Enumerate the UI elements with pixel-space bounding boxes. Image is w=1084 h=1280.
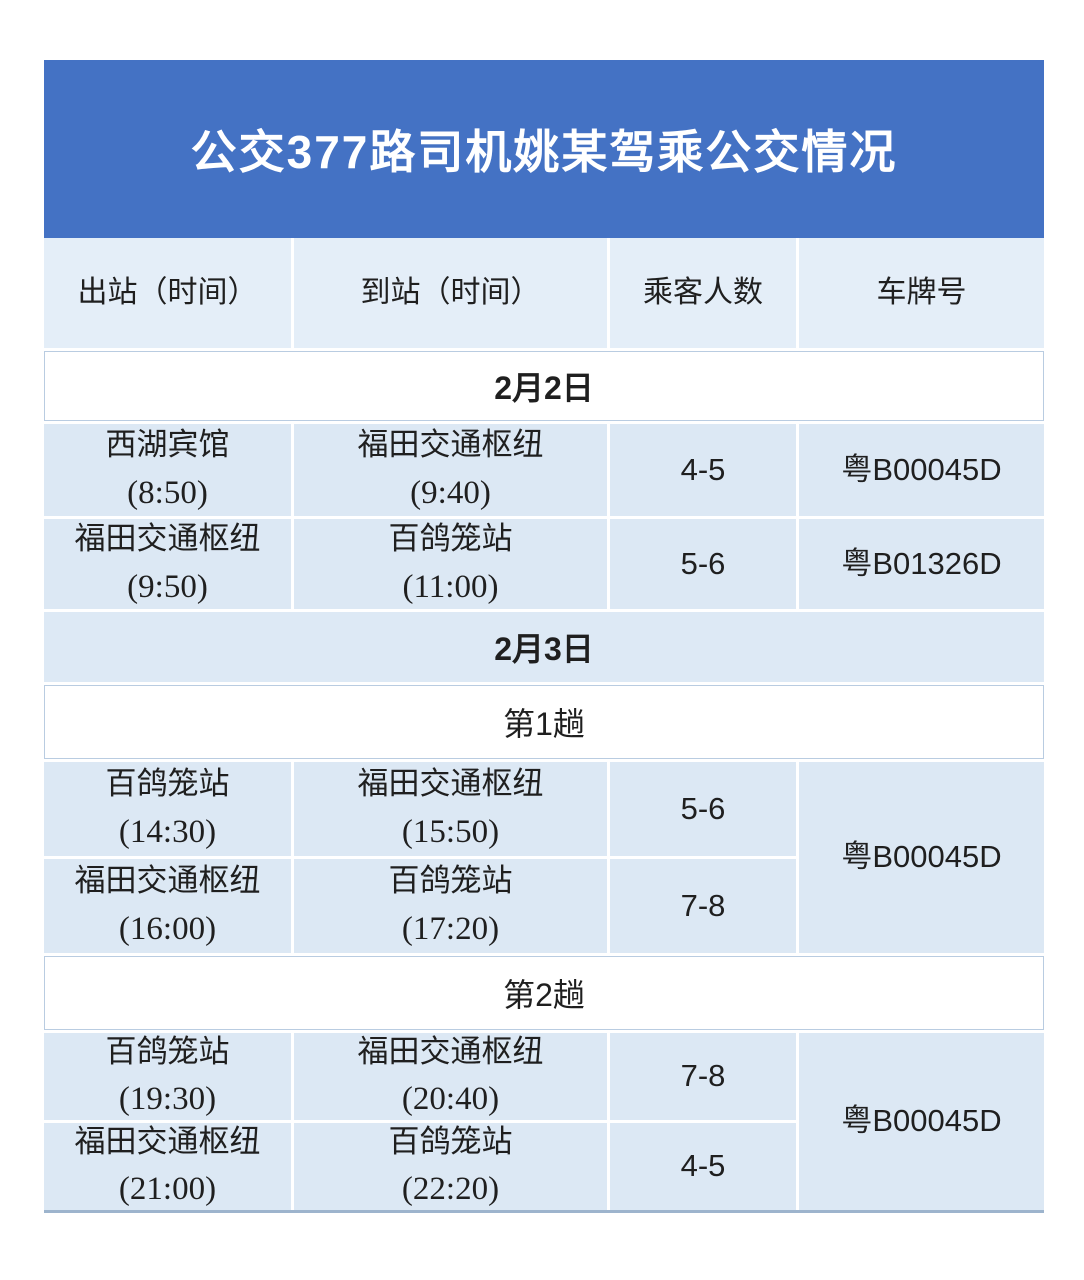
arrive-time: (9:40) [410, 474, 491, 511]
depart-time: (19:30) [118, 1081, 217, 1118]
plate-number: 粤B00045D [799, 424, 1044, 516]
station-name: 百鸽笼站 [105, 766, 230, 801]
depart-time: (16:00) [118, 910, 217, 947]
station-name: 百鸽笼站 [388, 1123, 513, 1159]
plate-number-merged: 粤B00045D [799, 1033, 1044, 1210]
date-row-feb3: 2月3日 [44, 612, 1044, 682]
arrive-time: (17:20) [401, 910, 500, 947]
depart-cell: 福田交通枢纽 (16:00) [44, 859, 291, 953]
column-header-arrive: 到站（时间） [294, 238, 607, 348]
arrive-cell: 百鸽笼站 (22:20) [294, 1123, 607, 1210]
column-header-plate: 车牌号 [799, 238, 1044, 348]
arrive-cell: 百鸽笼站 (11:00) [294, 519, 607, 609]
table-grid: 出站（时间） 到站（时间） 乘客人数 车牌号 2月2日 西湖宾馆 (8:50) … [44, 238, 1044, 1213]
passenger-count: 7-8 [610, 859, 796, 953]
station-name: 百鸽笼站 [105, 1033, 230, 1069]
station-name: 福田交通枢纽 [74, 521, 261, 556]
passenger-count: 7-8 [610, 1033, 796, 1120]
arrive-time: (20:40) [401, 1081, 500, 1118]
depart-time: (14:30) [118, 813, 217, 850]
trip2-row: 第2趟 [44, 956, 1044, 1030]
depart-cell: 西湖宾馆 (8:50) [44, 424, 291, 516]
depart-time: (21:00) [118, 1171, 217, 1208]
arrive-cell: 福田交通枢纽 (20:40) [294, 1033, 607, 1120]
column-header-depart: 出站（时间） [44, 238, 291, 348]
arrive-cell: 福田交通枢纽 (9:40) [294, 424, 607, 516]
depart-time: (8:50) [127, 474, 208, 511]
plate-number: 粤B01326D [799, 519, 1044, 609]
passenger-count: 4-5 [610, 1123, 796, 1210]
station-name: 福田交通枢纽 [74, 1123, 261, 1159]
arrive-time: (22:20) [401, 1171, 500, 1208]
trip1-row: 第1趟 [44, 685, 1044, 759]
depart-cell: 百鸽笼站 (14:30) [44, 762, 291, 856]
bus-record-table: 公交377路司机姚某驾乘公交情况 出站（时间） 到站（时间） 乘客人数 车牌号 … [44, 60, 1044, 1213]
arrive-cell: 百鸽笼站 (17:20) [294, 859, 607, 953]
depart-cell: 百鸽笼站 (19:30) [44, 1033, 291, 1120]
passenger-count: 5-6 [610, 519, 796, 609]
arrive-time: (15:50) [401, 813, 500, 850]
depart-cell: 福田交通枢纽 (21:00) [44, 1123, 291, 1210]
station-name: 西湖宾馆 [105, 427, 230, 462]
date-row-feb2: 2月2日 [44, 351, 1044, 421]
depart-cell: 福田交通枢纽 (9:50) [44, 519, 291, 609]
station-name: 福田交通枢纽 [357, 1033, 544, 1069]
station-name: 百鸽笼站 [388, 863, 513, 898]
arrive-cell: 福田交通枢纽 (15:50) [294, 762, 607, 856]
passenger-count: 5-6 [610, 762, 796, 856]
station-name: 福田交通枢纽 [74, 863, 261, 898]
plate-number-merged: 粤B00045D [799, 762, 1044, 953]
arrive-time: (11:00) [402, 568, 499, 605]
table-title: 公交377路司机姚某驾乘公交情况 [44, 60, 1044, 238]
station-name: 福田交通枢纽 [357, 766, 544, 801]
passenger-count: 4-5 [610, 424, 796, 516]
depart-time: (9:50) [127, 568, 208, 605]
station-name: 福田交通枢纽 [357, 427, 544, 462]
station-name: 百鸽笼站 [388, 521, 513, 556]
column-header-passengers: 乘客人数 [610, 238, 796, 348]
